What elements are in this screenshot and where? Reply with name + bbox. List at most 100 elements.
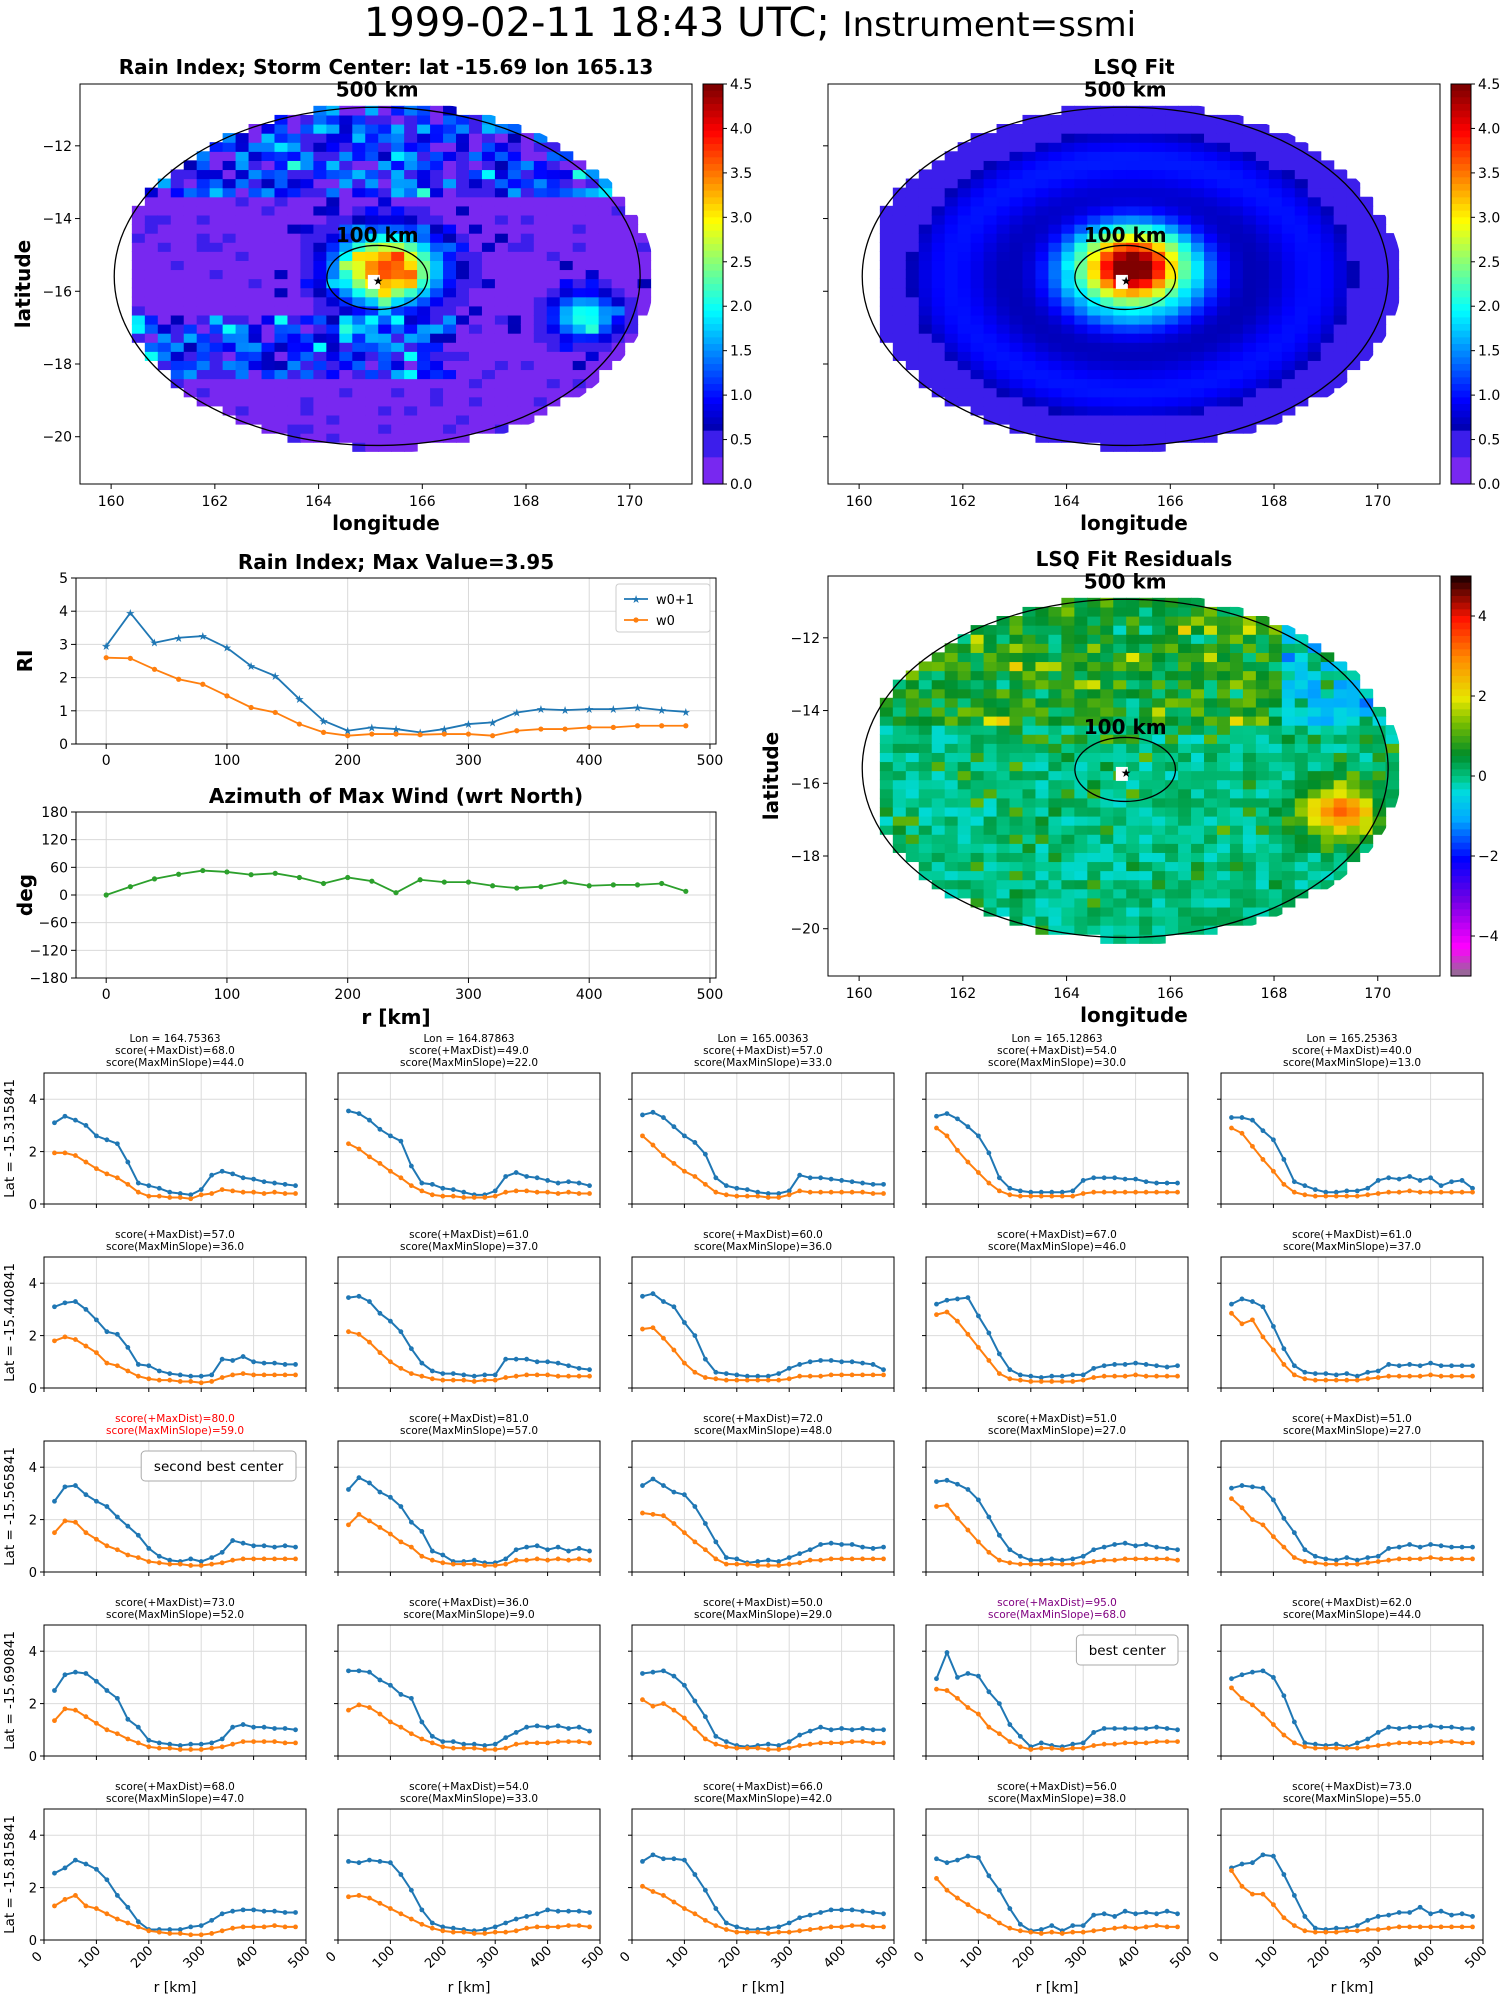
map-cell [1022, 679, 1037, 690]
map-cell [1242, 360, 1257, 371]
map-cell [468, 278, 483, 289]
map-cell [1178, 405, 1192, 416]
map-cell [313, 133, 327, 143]
map-cell [1126, 351, 1140, 361]
map-cell [1087, 743, 1101, 753]
map-cell [892, 725, 907, 735]
map-cell [1022, 342, 1037, 352]
map-cell [339, 224, 353, 234]
map-cell [1074, 360, 1088, 371]
map-cell [352, 187, 366, 198]
map-cell [1216, 634, 1231, 644]
data-point [125, 1344, 131, 1350]
map-cell [559, 305, 574, 316]
map-cell [1100, 879, 1114, 890]
map-cell [1204, 688, 1218, 699]
map-cell [1087, 843, 1101, 853]
colorbar-segment [1451, 257, 1471, 265]
map-cell [261, 387, 276, 398]
map-cell [313, 124, 327, 134]
data-point [441, 731, 447, 737]
map-cell [248, 287, 263, 298]
map-cell [1165, 879, 1179, 890]
map-cell [1385, 761, 1400, 772]
map-cell [1242, 205, 1257, 216]
data-point [73, 1153, 78, 1158]
colorbar-segment [703, 337, 723, 345]
map-cell [494, 205, 509, 216]
data-point [503, 1189, 509, 1195]
map-cell [1165, 906, 1179, 917]
map-cell [957, 834, 972, 844]
map-cell [248, 178, 263, 189]
map-cell [1281, 324, 1296, 334]
map-cell [598, 360, 613, 371]
map-cell [417, 351, 431, 361]
map-cell [1385, 305, 1400, 316]
map-cell [1216, 224, 1231, 234]
data-point [976, 1313, 981, 1319]
map-cell [1048, 616, 1062, 626]
map-cell [1281, 888, 1296, 899]
data-point [514, 728, 520, 734]
data-point [545, 1178, 550, 1183]
map-cell [443, 314, 457, 325]
map-cell [417, 105, 431, 116]
colorbar-segment [1451, 849, 1471, 857]
data-point [944, 1297, 950, 1303]
map-cell [300, 433, 314, 443]
map-cell [313, 378, 327, 389]
map-cell [1126, 597, 1140, 608]
map-cell [1113, 670, 1127, 681]
map-cell [996, 142, 1011, 152]
data-point [1291, 1189, 1297, 1195]
map-cell [261, 314, 276, 325]
colorbar-segment [703, 257, 723, 265]
map-cell [637, 269, 652, 280]
map-cell [391, 133, 405, 143]
map-cell [1320, 205, 1335, 216]
map-cell [996, 652, 1011, 663]
map-cell [1048, 852, 1062, 863]
map-cell [1385, 788, 1400, 799]
map-cell [611, 278, 626, 289]
map-cell [1242, 133, 1257, 143]
map-cell [1359, 260, 1374, 271]
data-point [52, 1338, 57, 1344]
map-cell [1294, 333, 1309, 343]
map-cell [572, 169, 587, 180]
map-cell [378, 360, 392, 371]
map-cell [1281, 861, 1296, 872]
data-point: ★ [367, 721, 377, 734]
map-cell [1061, 843, 1075, 853]
map-cell [905, 205, 920, 216]
map-cell [1294, 233, 1309, 243]
map-cell [1126, 679, 1140, 690]
map-cell [1048, 716, 1062, 726]
data-point [534, 1189, 540, 1195]
map-cell [970, 333, 985, 343]
map-cell [170, 342, 185, 352]
map-cell [1165, 843, 1179, 853]
map-cell [970, 752, 985, 763]
map-cell [1152, 897, 1166, 908]
map-cell [365, 151, 379, 161]
map-cell [1359, 825, 1374, 835]
map-cell [1268, 160, 1283, 171]
map-cell [326, 196, 340, 207]
data-point [151, 666, 158, 672]
map-cell [378, 205, 392, 216]
map-cell [1178, 133, 1192, 143]
map-cell [637, 233, 652, 243]
y-tick-label: −18 [42, 357, 72, 373]
data-point [986, 1330, 992, 1336]
data-point [146, 1546, 152, 1551]
map-cell [1320, 825, 1335, 835]
map-cell [996, 897, 1011, 908]
map-cell [287, 160, 302, 171]
map-cell [1048, 770, 1062, 781]
map-cell [1204, 296, 1218, 307]
map-cell [1294, 260, 1309, 271]
map-cell [970, 734, 985, 744]
map-cell [287, 314, 302, 325]
